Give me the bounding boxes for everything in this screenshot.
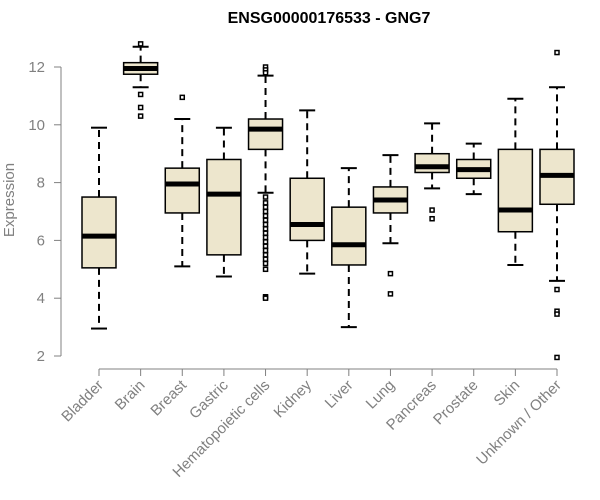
outlier-point: [262, 208, 269, 215]
outlier-point: [262, 266, 269, 273]
y-ticks: 2 4 6 8 10 12: [28, 59, 61, 365]
outlier-point: [554, 49, 560, 56]
outlier-point: [429, 215, 435, 222]
box-iqr: [164, 167, 201, 214]
y-tick-label: 2: [37, 348, 45, 365]
box-iqr: [414, 152, 450, 174]
outlier-point: [262, 213, 269, 219]
outlier-point: [262, 295, 269, 301]
box-group: [122, 41, 159, 119]
outlier-point: [262, 221, 269, 228]
outlier-point: [387, 291, 394, 297]
y-tick-label: 10: [28, 117, 45, 134]
box-iqr: [497, 148, 534, 233]
outlier-point: [137, 113, 144, 119]
outlier-point: [262, 217, 269, 223]
outlier-point: [262, 230, 269, 236]
outlier-point: [262, 200, 269, 206]
box-group: [372, 154, 409, 297]
x-tick-label: Skin: [491, 377, 524, 410]
x-tick-label: Prostate: [430, 377, 482, 429]
outlier-point: [262, 243, 269, 249]
outlier-point: [262, 234, 269, 241]
x-tick-label: Bladder: [58, 377, 107, 426]
outlier-point: [262, 256, 269, 262]
outlier-point: [554, 354, 560, 361]
x-tick-label: Brain: [112, 377, 149, 414]
outlier-point: [262, 70, 269, 76]
outlier-point: [262, 247, 269, 254]
x-tick-label: Breast: [147, 376, 190, 419]
box-group: [455, 142, 492, 196]
box-iqr: [206, 158, 242, 256]
boxes: [81, 41, 575, 361]
outlier-point: [262, 239, 269, 245]
box-group: [81, 126, 117, 330]
y-tick-label: 4: [37, 290, 45, 307]
outlier-point: [262, 252, 269, 258]
outlier-point: [429, 207, 435, 213]
x-tick-label: Kidney: [271, 376, 316, 421]
box-iqr: [331, 206, 367, 266]
y-tick-label: 12: [28, 59, 45, 76]
box-group: [414, 122, 450, 222]
box-iqr: [247, 118, 284, 151]
outlier-point: [262, 204, 269, 210]
outlier-point: [262, 260, 269, 267]
box-iqr: [289, 177, 325, 242]
outlier-point: [387, 270, 394, 277]
x-tick-label: Liver: [322, 377, 357, 412]
outlier-point: [262, 194, 269, 200]
outlier-point: [262, 226, 269, 232]
outlier-point: [554, 311, 560, 317]
y-tick-label: 8: [37, 175, 45, 192]
box-iqr: [81, 196, 117, 269]
outlier-point: [554, 286, 560, 293]
box-group: [247, 64, 284, 301]
box-group: [331, 167, 367, 329]
outlier-point: [137, 41, 144, 47]
y-tick-label: 6: [37, 232, 45, 249]
chart-title: ENSG00000176533 - GNG7: [228, 10, 431, 27]
x-tick-label: Lung: [363, 377, 399, 413]
box-group: [289, 109, 325, 275]
outlier-point: [137, 104, 144, 111]
outlier-point: [179, 94, 186, 101]
box-group: [539, 49, 575, 361]
y-axis-label: Expression: [1, 163, 18, 237]
box-group: [206, 126, 242, 278]
box-group: [164, 94, 201, 268]
outlier-point: [137, 91, 144, 98]
box-group: [497, 97, 534, 266]
